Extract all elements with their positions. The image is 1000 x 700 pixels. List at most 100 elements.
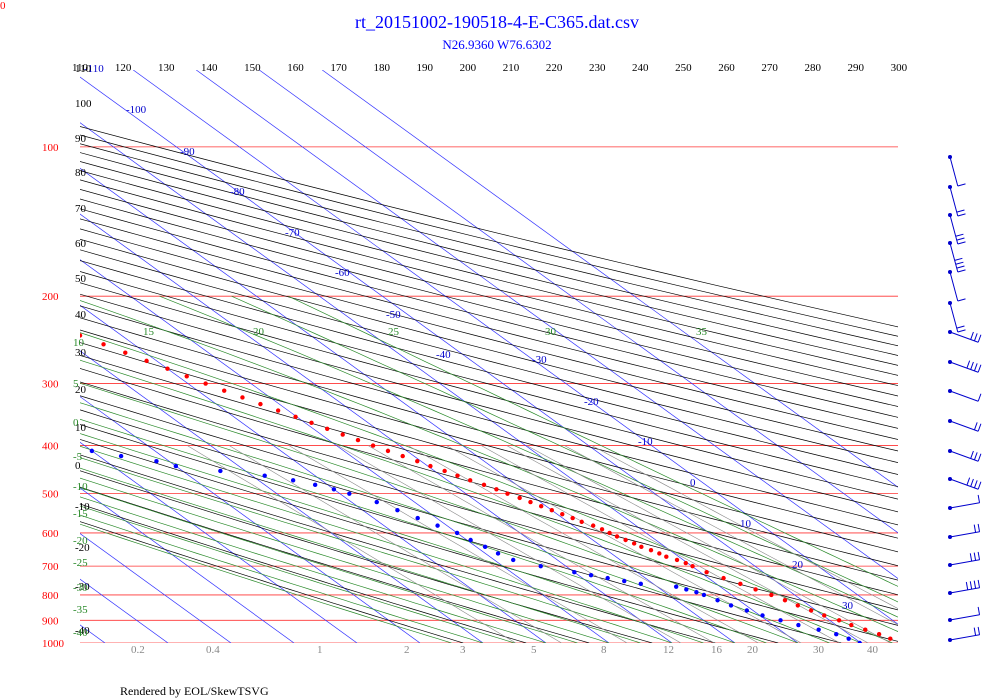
isotherm-line [80, 167, 736, 643]
moist-left-label: 10 [73, 337, 85, 349]
theta-label: -10 [75, 501, 90, 513]
wind-barb-shaft [949, 587, 980, 594]
moist-adiabat-line [80, 382, 830, 643]
series-temperature [80, 333, 898, 643]
dewpoint-point [173, 463, 179, 469]
dewpoint-point [374, 499, 379, 505]
moist-left-label: -40 [73, 627, 88, 639]
wind-barb-feather [973, 627, 977, 636]
moist-adiabat-line [80, 505, 515, 643]
wind-barb-shaft [949, 302, 959, 333]
isotherm-label: 30 [842, 600, 854, 612]
wind-barb-feather [956, 325, 965, 329]
dewpoint-point [118, 453, 124, 459]
theta-label: 50 [75, 273, 87, 285]
moist-adiabat-line [80, 514, 484, 643]
temperature-point [888, 636, 893, 641]
dry-adiabat-line [80, 260, 898, 475]
dewpoint-point [796, 622, 801, 628]
theta-label: 90 [75, 133, 87, 145]
isobar-label: 300 [42, 379, 59, 391]
moist-left-label: 0 [73, 417, 79, 429]
moist-adiabat-line [80, 496, 547, 643]
dewpoint-point [684, 587, 689, 592]
dewpoint-point [89, 448, 95, 454]
temperature-point [538, 504, 544, 509]
moist-left-label: -30 [73, 582, 88, 594]
theta-label: 40 [75, 309, 87, 321]
dewpoint-point [673, 584, 679, 589]
temperature-point [863, 627, 868, 632]
temperature-point [370, 443, 376, 448]
wind-barb-shaft [949, 478, 979, 490]
isotherm-line [0, 70, 42, 643]
footer-credit: Rendered by EOL/SkewTSVG [120, 684, 269, 698]
temperature-point [528, 499, 533, 505]
dry-adiabat-line [80, 238, 898, 452]
temperature-point [340, 432, 345, 437]
moist-adiabat-line [80, 433, 736, 643]
wind-barb-feather [957, 213, 966, 217]
wind-barb-feather [977, 393, 982, 402]
dry-adiabat-line [80, 486, 590, 643]
top-axis-tick: 120 [115, 62, 132, 74]
moist-adiabat-line [80, 445, 704, 643]
isotherm-label: 10 [740, 518, 752, 530]
temperature-point [275, 408, 281, 413]
chart-title: rt_20151002-190518-4-E-C365.dat.csv [355, 12, 639, 32]
wind-barb-feather [977, 453, 982, 462]
top-axis-tick: 170 [330, 62, 347, 74]
dewpoint-point [482, 544, 488, 550]
isotherm-label: -40 [436, 349, 451, 361]
dry-adiabat-line [80, 134, 898, 337]
temperature-point [455, 473, 460, 478]
temperature-point [481, 482, 487, 488]
isotherm-label: 20 [792, 559, 804, 571]
dry-adiabat-line [80, 470, 653, 643]
isobar-label: 700 [42, 561, 59, 573]
top-axis-tick: 150 [244, 62, 261, 74]
mixing-ratio-label: 40 [867, 644, 879, 656]
wind-barb-feather [957, 329, 966, 333]
isotherm-label: -50 [386, 309, 401, 321]
theta-label: 60 [75, 238, 87, 250]
chart-subtitle: N26.9360 W76.6302 [442, 37, 551, 52]
dry-adiabat-line [80, 439, 779, 643]
temperature-point [599, 527, 605, 532]
dewpoint-point [701, 592, 707, 598]
dewpoint-point [857, 640, 862, 643]
top-axis-tick: 250 [675, 62, 692, 74]
moist-adiabat-line [159, 295, 898, 618]
theta-label: -20 [75, 542, 90, 554]
mixing-ratio-line [229, 445, 562, 643]
wind-barb-feather [956, 209, 965, 213]
temperature-point [258, 401, 263, 407]
temperature-point [309, 420, 314, 426]
dry-adiabat-line [80, 152, 898, 356]
isotherm-label: 0 [690, 477, 696, 489]
moist-adiabat-line [288, 295, 898, 587]
wind-barb-feather [977, 423, 982, 432]
wind-barb-shaft [949, 634, 980, 641]
dewpoint-point [51, 432, 55, 436]
temperature-point [240, 395, 245, 400]
moist-adiabat-line [80, 467, 641, 643]
dewpoint-point [744, 608, 750, 613]
wind-barb-feather [973, 524, 977, 533]
wind-barb-feather [956, 237, 965, 241]
theta-label: -40 [75, 625, 90, 637]
top-axis-tick: 160 [287, 62, 304, 74]
wind-barb-feather [977, 523, 981, 532]
isotherm-line [322, 70, 898, 488]
moist-adiabat-label: 25 [388, 326, 400, 338]
dewpoint-point [468, 537, 473, 543]
dewpoint-point [846, 636, 851, 641]
series-dewpoint [51, 432, 862, 643]
theta-label: 70 [75, 203, 87, 215]
top-axis-tick: 230 [589, 62, 606, 74]
temperature-point [579, 519, 584, 525]
moist-left-label: -35 [73, 604, 88, 616]
dry-adiabat-line [80, 249, 898, 463]
dry-adiabat-line [80, 228, 898, 440]
temperature-point [639, 544, 644, 550]
